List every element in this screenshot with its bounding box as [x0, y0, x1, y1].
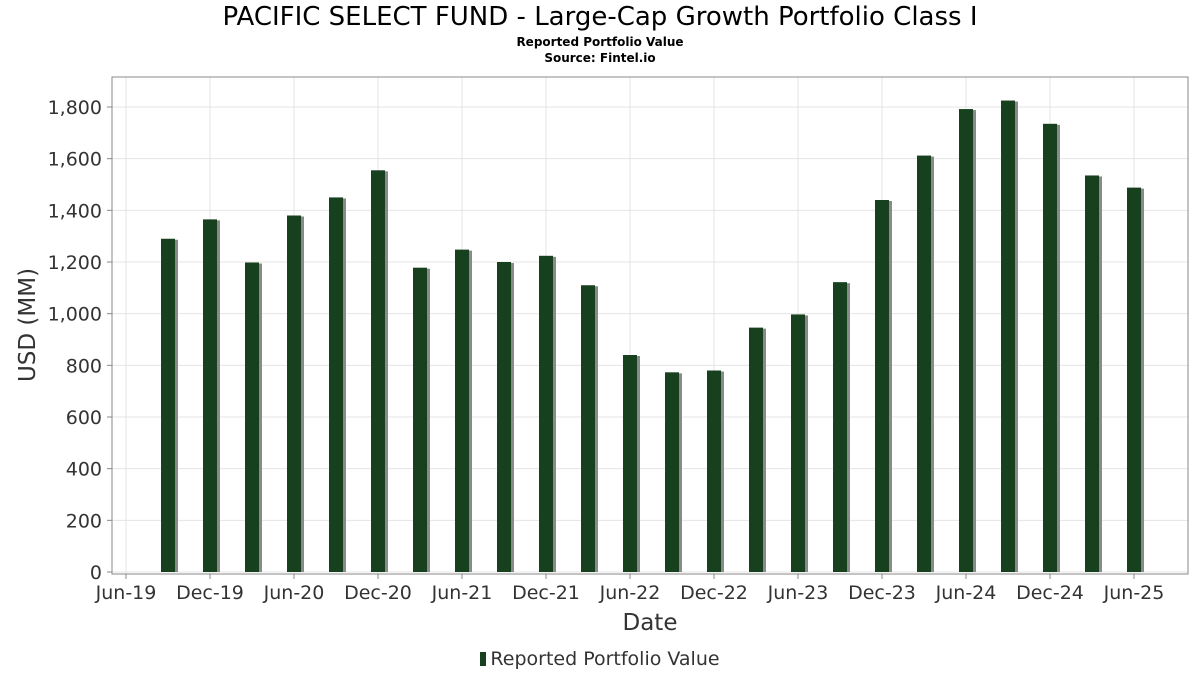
- bar: [581, 285, 595, 572]
- x-tick-label: Jun-24: [935, 582, 997, 604]
- bar: [959, 109, 973, 573]
- y-tick-label: 200: [66, 510, 102, 532]
- bar: [623, 355, 637, 572]
- bar: [371, 170, 385, 572]
- x-tick-label: Dec-20: [344, 582, 412, 604]
- y-axis-ticks: 0 200 400 600 800 1,000 1,200 1,400 1,600 1,800: [48, 97, 112, 584]
- bar: [833, 282, 847, 572]
- bar: [1001, 100, 1015, 573]
- bar: [749, 327, 763, 572]
- y-axis-title: USD (MM): [15, 268, 41, 382]
- chart-title: PACIFIC SELECT FUND - Large-Cap Growth P…: [222, 2, 978, 32]
- x-tick-label: Jun-19: [95, 582, 157, 604]
- bar: [455, 249, 469, 572]
- y-tick-label: 1,600: [48, 149, 102, 171]
- x-tick-label: Dec-23: [848, 582, 916, 604]
- x-tick-label: Dec-24: [1016, 582, 1084, 604]
- bar: [539, 255, 553, 573]
- grid-lines: [112, 77, 1188, 574]
- bar: [497, 262, 511, 572]
- bar: [413, 267, 427, 572]
- bar: [665, 372, 679, 572]
- bar: [917, 155, 931, 573]
- x-tick-label: Dec-19: [176, 582, 244, 604]
- bar: [1085, 175, 1099, 573]
- bar: [203, 219, 217, 572]
- y-tick-label: 1,000: [48, 304, 102, 326]
- y-tick-label: 0: [90, 562, 102, 584]
- bar: [245, 262, 259, 572]
- bar: [875, 200, 889, 572]
- y-tick-label: 1,400: [48, 200, 102, 222]
- bar: [329, 197, 343, 572]
- x-tick-label: Jun-23: [767, 582, 829, 604]
- bars: [161, 100, 1144, 573]
- y-tick-label: 1,800: [48, 97, 102, 119]
- x-tick-label: Jun-22: [599, 582, 661, 604]
- x-tick-label: Jun-21: [431, 582, 493, 604]
- x-tick-label: Dec-21: [512, 582, 580, 604]
- bar: [161, 238, 175, 572]
- chart-subtitle: Reported Portfolio Value: [516, 35, 684, 49]
- x-tick-label: Dec-22: [680, 582, 748, 604]
- plot-frame: [111, 76, 1189, 575]
- bar: [287, 215, 301, 572]
- chart-source: Source: Fintel.io: [544, 51, 656, 65]
- bar: [707, 370, 721, 572]
- x-axis-title: Date: [623, 610, 678, 636]
- y-tick-label: 800: [66, 355, 102, 377]
- bar: [1127, 187, 1141, 572]
- legend-label: Reported Portfolio Value: [490, 648, 720, 670]
- x-axis-ticks: Jun-19 Dec-19 Jun-20 Dec-20 Jun-21 Dec-21 Jun-…: [95, 574, 1165, 604]
- x-tick-label: Jun-25: [1103, 582, 1165, 604]
- y-tick-label: 1,200: [48, 252, 102, 274]
- bar: [791, 314, 805, 572]
- x-tick-label: Jun-20: [263, 582, 325, 604]
- bar: [1043, 123, 1057, 573]
- legend: Reported Portfolio Value: [0, 648, 1200, 670]
- y-tick-label: 600: [66, 407, 102, 429]
- legend-swatch: [480, 652, 487, 666]
- y-tick-label: 400: [66, 459, 102, 481]
